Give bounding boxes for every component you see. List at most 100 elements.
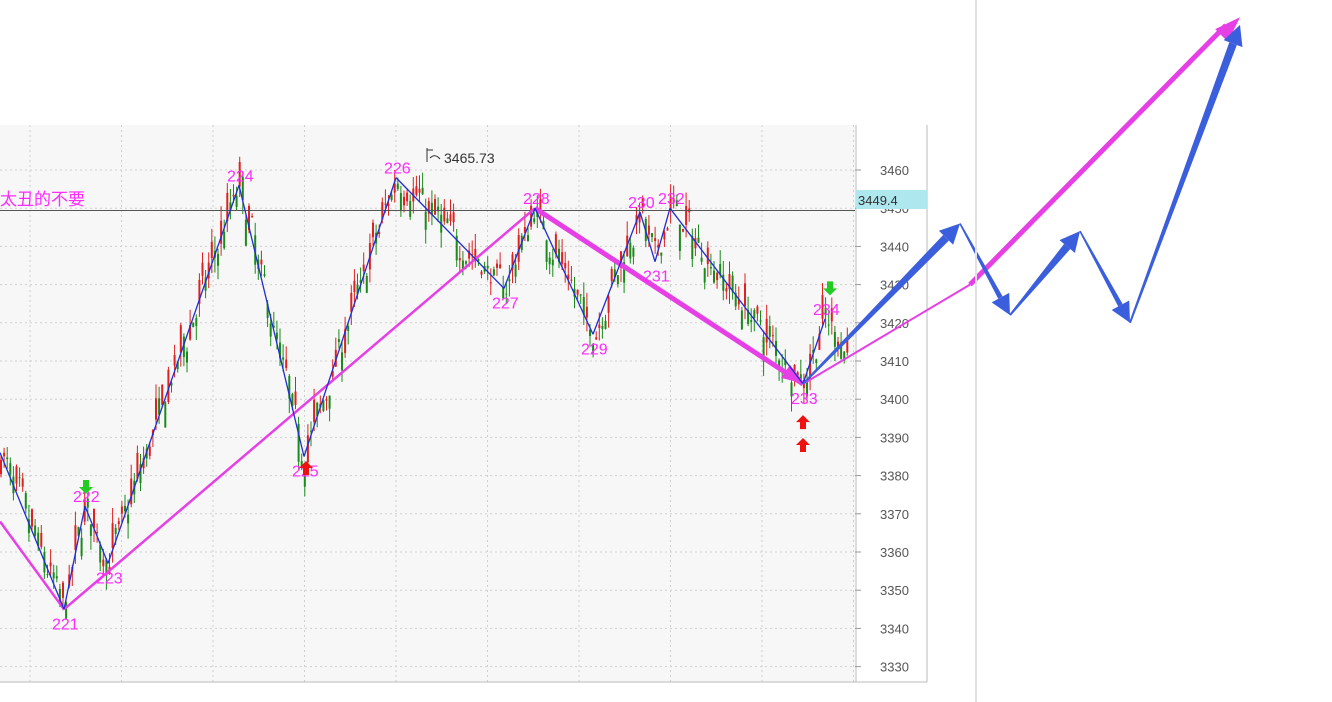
candle-body [34, 525, 37, 536]
zigzag-segment [303, 177, 397, 457]
candle-body [443, 207, 446, 222]
candle-body [207, 262, 210, 279]
candle-body [806, 380, 808, 397]
candle-body [49, 562, 52, 567]
candle-body [601, 326, 604, 329]
y-tick-label: 3330 [880, 660, 909, 675]
pivot-label: 231 [643, 269, 670, 286]
candle-body [691, 235, 694, 260]
candle-body [604, 320, 607, 329]
candle-body [18, 477, 21, 479]
candle-body [111, 523, 114, 549]
candle-body [182, 336, 185, 358]
candle-body [492, 269, 495, 276]
candle-body [384, 203, 387, 205]
projection-blue-arrowhead [1223, 24, 1243, 48]
candle-body [89, 524, 92, 536]
candle-body [229, 202, 232, 211]
candle-body [102, 559, 105, 567]
candle-body [762, 337, 765, 362]
candle-body [756, 306, 759, 314]
y-tick-label: 3440 [880, 239, 909, 254]
zigzag-segment [503, 207, 536, 289]
candle-body [837, 341, 839, 349]
candle-body [21, 478, 24, 487]
candle-body [434, 199, 436, 215]
high-marker-icon [426, 148, 441, 162]
pivot-label: 224 [227, 168, 254, 185]
candle-body [158, 398, 161, 415]
candle-body [740, 310, 743, 330]
candle-body [700, 257, 703, 262]
y-tick-label: 3410 [880, 354, 909, 369]
candle-body [105, 559, 108, 576]
candle-body [558, 248, 560, 262]
buy-arrow-icon [299, 460, 313, 475]
candle-body [657, 244, 660, 248]
candle-body [220, 220, 223, 244]
candle-body [613, 269, 616, 278]
projection-blue-arrowhead [938, 223, 960, 245]
trend-segment [63, 207, 536, 611]
candle-body [790, 382, 793, 397]
trend-segment [533, 206, 805, 387]
zigzag-segment [802, 318, 826, 385]
candle-body [647, 225, 650, 235]
candle-body [365, 276, 368, 293]
projection-blue-arrowhead [991, 292, 1010, 316]
candle-body [356, 284, 359, 295]
candle-body [55, 576, 58, 579]
candle-body [703, 268, 706, 283]
candle-body [666, 228, 669, 231]
candle-body [421, 187, 424, 195]
candle-body [266, 303, 269, 319]
annotation-text: 太丑的不要 [0, 190, 85, 210]
candle-body [263, 274, 266, 276]
candle-body [629, 242, 632, 259]
candle-body [161, 384, 164, 405]
zigzag-segment [395, 177, 505, 289]
signal-arrows [79, 281, 837, 495]
candle-body [840, 342, 843, 359]
candle-body [554, 234, 557, 255]
candle-body [722, 274, 725, 291]
candle-body [155, 398, 157, 420]
candle-body [409, 201, 412, 217]
candle-body [725, 288, 728, 292]
zigzag-segment [63, 506, 86, 610]
candle-body [139, 464, 142, 484]
pivot-label: 221 [52, 616, 79, 633]
candle-body [350, 292, 353, 312]
candle-body [3, 452, 6, 457]
candle-body [136, 452, 139, 479]
candle-body [294, 391, 297, 405]
candle-body [437, 206, 440, 212]
candle-body [598, 324, 601, 328]
candle-body [511, 254, 514, 270]
candle-body [452, 212, 455, 223]
candle-body [539, 199, 542, 210]
candle-body [164, 402, 167, 428]
candle-body [461, 260, 464, 269]
candle-body [486, 265, 489, 269]
candle-body [322, 400, 325, 411]
candle-body [238, 161, 241, 187]
candle-body [585, 306, 588, 318]
candle-body [496, 263, 498, 268]
candle-body [809, 353, 812, 380]
candle-body [713, 270, 715, 283]
candle-body [24, 493, 27, 509]
candle-body [610, 268, 613, 282]
candle-body [170, 382, 173, 386]
candle-body [124, 505, 126, 512]
candle-body [545, 240, 548, 262]
candle-body [533, 218, 536, 223]
trend-segment [0, 520, 66, 611]
candle-body [142, 458, 145, 469]
candle-body [747, 310, 750, 325]
candle-body [393, 183, 396, 193]
candle-body [254, 235, 257, 265]
pivot-label: 226 [384, 161, 411, 178]
candle-body [508, 279, 511, 282]
candle-body [843, 351, 846, 361]
